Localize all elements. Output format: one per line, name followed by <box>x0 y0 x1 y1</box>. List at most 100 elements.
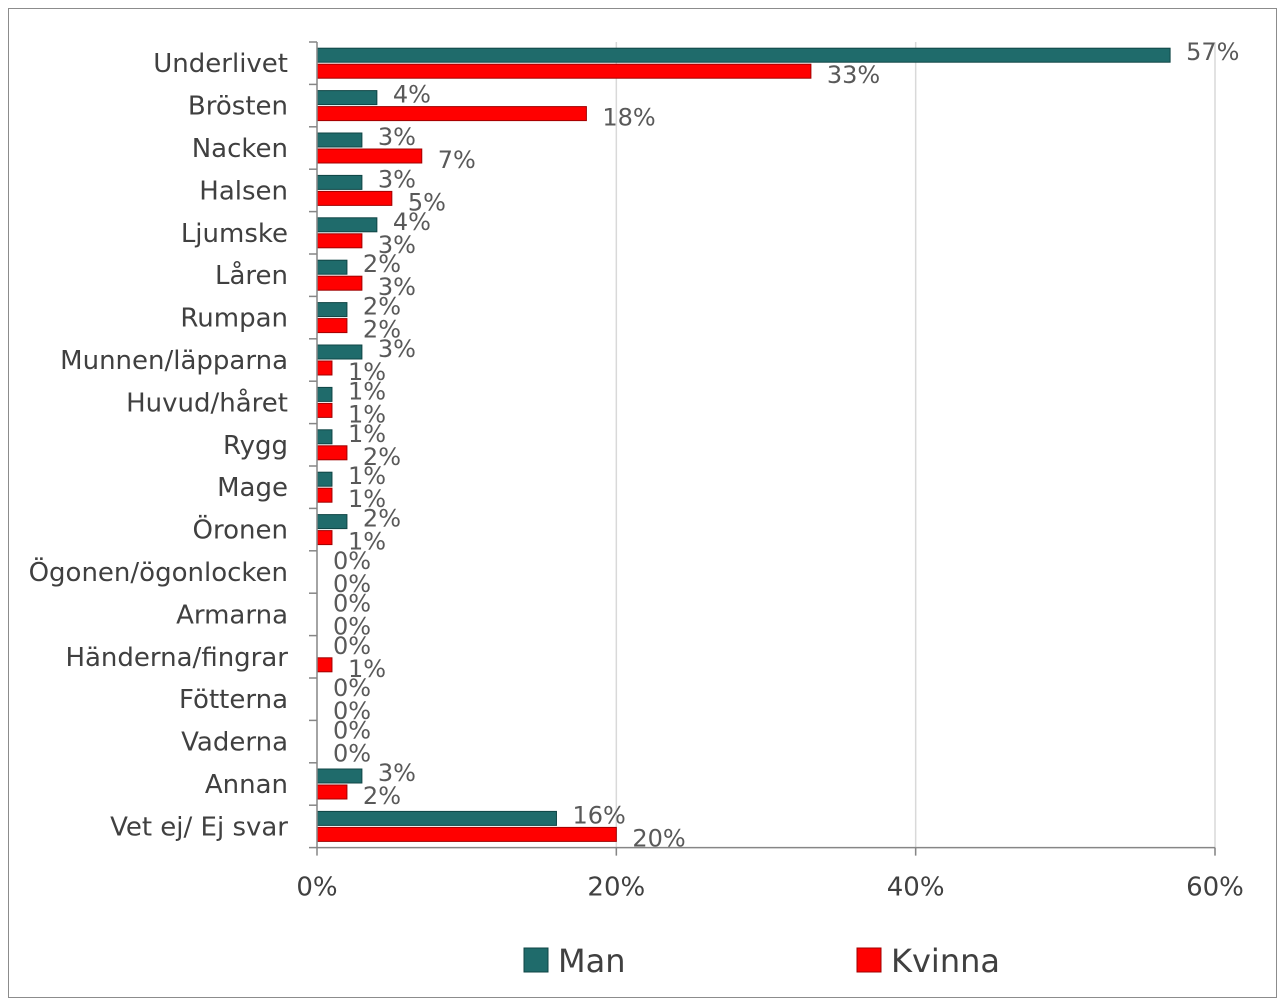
data-label-man: 4% <box>393 208 431 236</box>
gridlines <box>615 42 1216 856</box>
category-label: Fötterna <box>179 685 288 715</box>
category-label: Rumpan <box>180 304 288 334</box>
x-tick-label: 60% <box>1186 873 1244 903</box>
bar-man <box>316 429 333 445</box>
legend-swatch-man <box>523 947 549 973</box>
category-label: Brösten <box>188 92 288 122</box>
category-label: Öronen <box>193 514 288 546</box>
bar-man <box>316 344 363 360</box>
data-label-man: 1% <box>348 420 386 448</box>
data-label-kvinna: 1% <box>348 400 386 428</box>
data-label-kvinna: 1% <box>348 655 386 683</box>
bars <box>316 47 1171 842</box>
data-label-man: 2% <box>363 505 401 533</box>
bar-man <box>316 90 378 106</box>
data-label-kvinna: 2% <box>363 782 401 810</box>
bar-kvinna <box>316 402 333 418</box>
axes <box>309 41 1216 856</box>
bar-man <box>316 259 348 275</box>
category-label: Nacken <box>192 134 288 164</box>
data-label-kvinna: 3% <box>378 273 416 301</box>
bar-kvinna <box>316 487 333 503</box>
bar-kvinna <box>316 445 348 461</box>
data-label-kvinna: 0% <box>333 612 371 640</box>
data-label-kvinna: 3% <box>378 231 416 259</box>
data-label-kvinna: 1% <box>348 358 386 386</box>
legend-label-kvinna: Kvinna <box>891 942 1000 980</box>
bar-kvinna <box>316 657 333 673</box>
data-label-man: 2% <box>363 250 401 278</box>
category-label: Rygg <box>223 431 288 461</box>
data-label-man: 0% <box>333 632 371 660</box>
category-label: Låren <box>215 260 288 291</box>
data-label-man: 3% <box>378 335 416 363</box>
category-label: Armarna <box>176 600 288 630</box>
category-label: Underlivet <box>153 49 288 79</box>
data-label-man: 16% <box>572 801 625 829</box>
data-label-kvinna: 0% <box>333 740 371 768</box>
data-label-man: 1% <box>348 462 386 490</box>
data-label-kvinna: 2% <box>363 316 401 344</box>
data-label-man: 4% <box>393 81 431 109</box>
category-label: Vaderna <box>181 728 288 758</box>
category-label: Munnen/läpparna <box>60 346 288 376</box>
bar-kvinna <box>316 360 333 376</box>
chart-frame <box>8 8 1277 998</box>
bar-man <box>316 302 348 318</box>
category-label: Ögonen/ögonlocken <box>29 556 288 588</box>
bar-kvinna <box>316 318 348 334</box>
bar-man <box>316 174 363 190</box>
bar-kvinna <box>316 233 363 249</box>
data-label-man: 0% <box>333 589 371 617</box>
category-label: Huvud/håret <box>126 387 288 418</box>
legend: Man Kvinna <box>523 942 1000 980</box>
legend-label-man: Man <box>558 942 626 980</box>
data-label-kvinna: 2% <box>363 443 401 471</box>
data-label-man: 1% <box>348 377 386 405</box>
category-label: Annan <box>205 770 288 800</box>
legend-swatch-kvinna <box>856 947 882 973</box>
bar-kvinna <box>316 63 812 79</box>
bar-kvinna <box>316 784 348 800</box>
category-label: Vet ej/ Ej svar <box>110 812 288 842</box>
data-label-kvinna: 20% <box>632 824 685 852</box>
data-label-man: 3% <box>378 165 416 193</box>
x-tick-label: 40% <box>887 873 945 903</box>
bar-man <box>316 768 363 784</box>
data-label-kvinna: 7% <box>438 146 476 174</box>
data-label-kvinna: 1% <box>348 485 386 513</box>
data-label-kvinna: 0% <box>333 570 371 598</box>
category-label: Halsen <box>199 176 288 206</box>
bar-man <box>316 514 348 530</box>
data-label-man: 0% <box>333 717 371 745</box>
bar-man <box>316 132 363 148</box>
tick-labels: 0% 20% 40% 60% <box>296 873 1244 903</box>
data-label-man: 2% <box>363 293 401 321</box>
bar-man <box>316 471 333 487</box>
data-label-man: 0% <box>333 674 371 702</box>
bar-kvinna <box>316 826 617 842</box>
data-label-man: 3% <box>378 759 416 787</box>
bar-man <box>316 47 1171 63</box>
category-labels: Underlivet Brösten Nacken Halsen Ljumske Låre… <box>29 49 289 842</box>
bar-man <box>316 810 557 826</box>
data-label-kvinna: 33% <box>827 61 880 89</box>
bar-kvinna <box>316 190 393 206</box>
data-label-man: 3% <box>378 123 416 151</box>
category-label: Mage <box>217 473 288 503</box>
bar-man <box>316 217 378 233</box>
data-label-kvinna: 1% <box>348 528 386 556</box>
x-tick-label: 20% <box>587 873 645 903</box>
x-tick-label: 0% <box>296 873 337 903</box>
bar-kvinna <box>316 530 333 546</box>
data-label-kvinna: 5% <box>408 188 446 216</box>
data-label-kvinna: 0% <box>333 697 371 725</box>
data-label-kvinna: 18% <box>602 104 655 132</box>
bar-kvinna <box>316 275 363 291</box>
data-labels: 57%33%4%18%3%7%3%5%4%3%2%3%2%2%3%1%1%1%1… <box>333 38 1239 852</box>
bar-man <box>316 386 333 402</box>
bar-kvinna <box>316 106 587 122</box>
bar-kvinna <box>316 148 423 164</box>
data-label-man: 0% <box>333 547 371 575</box>
